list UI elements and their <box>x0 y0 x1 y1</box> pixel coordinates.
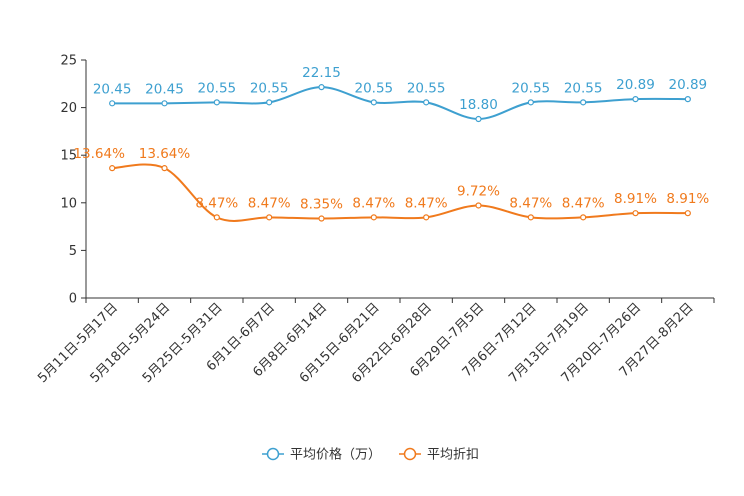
data-point <box>109 165 116 172</box>
data-label: 20.55 <box>250 80 289 96</box>
data-label: 20.89 <box>669 77 708 93</box>
data-label: 13.64% <box>139 146 191 162</box>
legend-swatch-marker <box>266 447 280 461</box>
legend[interactable]: 平均价格（万） 平均折扣 <box>262 447 479 463</box>
data-label: 20.55 <box>564 80 603 96</box>
data-point <box>632 96 639 103</box>
data-label: 8.35% <box>300 197 343 213</box>
data-point <box>370 99 377 106</box>
data-label: 18.80 <box>459 97 498 113</box>
data-point <box>527 99 534 106</box>
data-label: 8.47% <box>509 195 552 211</box>
data-point <box>632 210 639 217</box>
data-label: 20.45 <box>145 81 184 97</box>
data-labels: 20.45 20.45 20.55 20.55 22.15 20.55 20.55 18.80… <box>73 65 709 212</box>
data-point <box>684 96 691 103</box>
data-point <box>527 214 534 221</box>
y-tick-label: 0 <box>69 292 77 307</box>
data-label: 8.91% <box>666 191 709 207</box>
data-label: 8.47% <box>195 195 238 211</box>
legend-swatch-marker <box>403 447 417 461</box>
data-point <box>580 99 587 106</box>
data-point <box>213 214 220 221</box>
y-tick-label: 10 <box>60 196 77 211</box>
data-point <box>423 214 430 221</box>
data-label: 20.55 <box>355 80 394 96</box>
y-tick-label: 15 <box>60 149 77 164</box>
data-label: 8.47% <box>562 195 605 211</box>
data-point <box>213 99 220 106</box>
series-line-0 <box>112 86 688 121</box>
data-point <box>318 215 325 222</box>
data-point <box>109 100 116 107</box>
y-tick-label: 5 <box>69 244 77 259</box>
data-point <box>161 165 168 172</box>
data-point <box>266 214 273 221</box>
data-point <box>475 115 482 123</box>
data-point <box>423 99 430 106</box>
data-point <box>266 99 273 106</box>
data-point <box>370 214 377 221</box>
data-label: 8.47% <box>248 195 291 211</box>
data-label: 8.47% <box>405 195 448 211</box>
data-label: 20.55 <box>512 80 551 96</box>
data-point <box>318 84 325 91</box>
data-label: 13.64% <box>73 146 125 162</box>
data-point <box>580 214 587 221</box>
data-label: 8.47% <box>352 195 395 211</box>
legend-item-0[interactable]: 平均价格（万） <box>262 447 381 463</box>
data-label: 22.15 <box>302 65 341 81</box>
data-point <box>161 100 168 107</box>
series-lines <box>109 84 691 222</box>
legend-label: 平均折扣 <box>427 448 479 463</box>
data-label: 9.72% <box>457 183 500 199</box>
data-label: 20.89 <box>616 77 655 93</box>
legend-label: 平均价格（万） <box>290 447 381 463</box>
legend-item-1[interactable]: 平均折扣 <box>399 448 479 463</box>
y-tick-label: 25 <box>60 54 77 69</box>
data-label: 8.91% <box>614 191 657 207</box>
data-label: 20.55 <box>198 80 237 96</box>
data-point <box>684 210 691 217</box>
data-point <box>475 202 482 209</box>
data-label: 20.45 <box>93 81 132 97</box>
y-tick-label: 20 <box>60 101 77 116</box>
data-label: 20.55 <box>407 80 446 96</box>
series-line-1 <box>112 163 688 222</box>
